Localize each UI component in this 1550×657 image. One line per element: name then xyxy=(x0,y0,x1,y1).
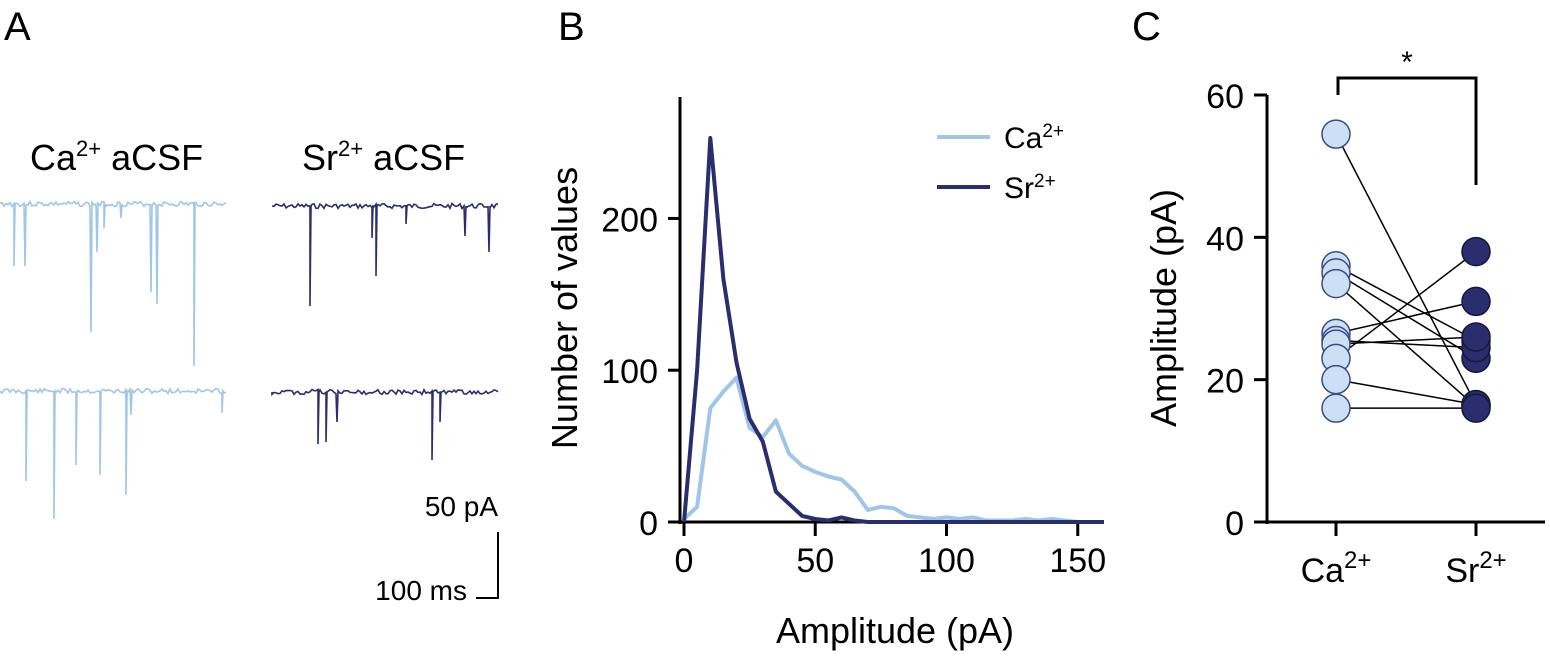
significance-star: * xyxy=(1401,46,1413,79)
paired-line xyxy=(1335,300,1477,335)
paired-line xyxy=(1335,283,1477,408)
point-ca xyxy=(1321,364,1351,395)
point-sr xyxy=(1461,393,1491,423)
paired-points xyxy=(1321,119,1491,423)
trace-3 xyxy=(271,388,499,461)
paired-line xyxy=(1335,336,1477,345)
paired-y-tick-label: 20 xyxy=(1206,363,1244,401)
point-ca xyxy=(1321,393,1351,423)
point-sr xyxy=(1461,286,1491,317)
paired-y-tick-label: 40 xyxy=(1206,220,1244,258)
histogram-y-tick-label: 100 xyxy=(601,353,658,391)
histogram-y-tick-label: 0 xyxy=(639,505,658,543)
histogram-x-tick-label: 150 xyxy=(1049,542,1106,580)
trace-1 xyxy=(271,201,499,307)
panel-b-letter: B xyxy=(558,5,585,49)
paired-line xyxy=(1335,133,1477,405)
point-sr xyxy=(1461,322,1491,352)
histogram-axes: 0 100 200 0 50 100 150 xyxy=(601,97,1106,580)
paired-line xyxy=(1335,272,1477,359)
scale-bar xyxy=(476,532,499,599)
paired-plot-y-axis-title: Amplitude (pA) xyxy=(1143,189,1184,427)
histogram-y-tick-label: 200 xyxy=(601,201,658,239)
legend-sr-label: Sr2+ xyxy=(1004,171,1056,205)
histogram-x-tick-label: 100 xyxy=(918,542,975,580)
paired-line xyxy=(1335,339,1477,349)
scale-bar-amplitude-label: 50 pA xyxy=(425,491,498,522)
sr-acsf-label: Sr2+ aCSF xyxy=(302,136,465,178)
histogram-x-tick-label: 50 xyxy=(796,542,834,580)
x-category-ca: Ca2+ xyxy=(1301,547,1372,590)
histogram-line-sr xyxy=(682,136,1104,524)
histogram-y-axis-title: Number of values xyxy=(544,167,585,449)
trace-2 xyxy=(0,387,226,520)
ca-acsf-label: Ca2+ aCSF xyxy=(30,136,203,178)
paired-line xyxy=(1335,378,1477,406)
panel-a-letter: A xyxy=(4,5,31,49)
histogram-x-tick-label: 0 xyxy=(675,542,694,580)
paired-line xyxy=(1335,265,1477,342)
paired-lines xyxy=(1335,133,1477,409)
x-category-sr: Sr2+ xyxy=(1445,547,1506,590)
paired-y-tick-label: 0 xyxy=(1225,505,1244,543)
trace-0 xyxy=(0,199,227,367)
panel-c-letter: C xyxy=(1132,5,1161,49)
significance-bracket xyxy=(1336,76,1478,185)
point-ca xyxy=(1321,268,1351,299)
current-traces xyxy=(0,199,499,520)
point-ca xyxy=(1321,119,1351,149)
paired-y-tick-label: 60 xyxy=(1206,78,1244,116)
paired-plot-axes: 0 20 40 60 xyxy=(1206,78,1545,543)
legend-ca-label: Ca2+ xyxy=(1004,121,1064,155)
paired-line xyxy=(1335,250,1477,359)
point-sr xyxy=(1461,236,1491,267)
histogram-x-axis-title: Amplitude (pA) xyxy=(776,610,1014,651)
scale-bar-time-label: 100 ms xyxy=(375,575,467,606)
